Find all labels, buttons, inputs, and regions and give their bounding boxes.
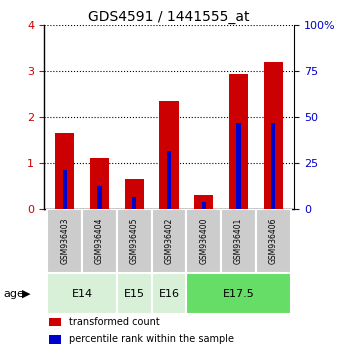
Bar bbox=[221, 209, 256, 273]
Bar bbox=[152, 273, 186, 314]
Text: GSM936405: GSM936405 bbox=[130, 218, 139, 264]
Bar bbox=[132, 198, 136, 209]
Text: GSM936403: GSM936403 bbox=[60, 218, 69, 264]
Bar bbox=[236, 123, 241, 209]
Text: E15: E15 bbox=[124, 289, 145, 298]
Bar bbox=[264, 62, 283, 209]
Bar bbox=[47, 273, 117, 314]
Text: GSM936406: GSM936406 bbox=[269, 218, 278, 264]
Bar bbox=[117, 209, 152, 273]
Bar bbox=[271, 123, 275, 209]
Bar bbox=[117, 273, 152, 314]
Bar bbox=[90, 158, 109, 209]
Bar bbox=[63, 170, 67, 209]
Bar bbox=[202, 202, 206, 209]
Text: E17.5: E17.5 bbox=[223, 289, 255, 298]
Text: percentile rank within the sample: percentile rank within the sample bbox=[69, 335, 234, 344]
Text: ▶: ▶ bbox=[22, 289, 30, 298]
Text: E16: E16 bbox=[159, 289, 179, 298]
Text: age: age bbox=[3, 289, 24, 298]
Bar bbox=[229, 74, 248, 209]
Text: GSM936402: GSM936402 bbox=[165, 218, 173, 264]
Bar bbox=[49, 318, 62, 326]
Bar bbox=[194, 195, 213, 209]
Text: E14: E14 bbox=[72, 289, 93, 298]
Text: GSM936400: GSM936400 bbox=[199, 218, 208, 264]
Text: GSM936404: GSM936404 bbox=[95, 218, 104, 264]
Title: GDS4591 / 1441555_at: GDS4591 / 1441555_at bbox=[88, 10, 250, 24]
Bar bbox=[256, 209, 291, 273]
Bar bbox=[186, 273, 291, 314]
Text: transformed count: transformed count bbox=[69, 317, 160, 327]
Bar bbox=[186, 209, 221, 273]
Bar bbox=[125, 179, 144, 209]
Bar bbox=[167, 152, 171, 209]
Bar bbox=[97, 186, 102, 209]
Bar bbox=[49, 335, 62, 344]
Bar bbox=[82, 209, 117, 273]
Text: GSM936401: GSM936401 bbox=[234, 218, 243, 264]
Bar bbox=[47, 209, 82, 273]
Bar bbox=[55, 133, 74, 209]
Bar bbox=[152, 209, 186, 273]
Bar bbox=[160, 101, 178, 209]
